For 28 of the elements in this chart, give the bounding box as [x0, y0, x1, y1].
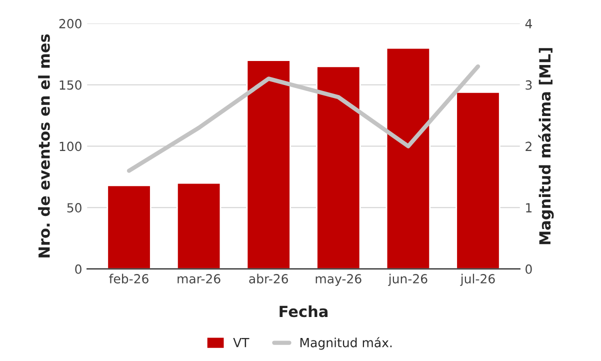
- y2-axis-title: Magnitud máxima [ML]: [538, 48, 554, 244]
- bar: [246, 60, 291, 269]
- y-tick-label: 50: [67, 203, 82, 212]
- y-tick-label: 200: [59, 18, 82, 28]
- x-tick-label: jul-26: [460, 274, 495, 286]
- bar: [316, 66, 361, 269]
- y2-tick-label: 0: [526, 264, 532, 274]
- x-tick-label: mar-26: [178, 274, 220, 284]
- bar: [456, 92, 500, 269]
- x-tick-label: may-26: [316, 274, 362, 286]
- y-tick-label: 100: [60, 142, 82, 152]
- bar: [176, 182, 222, 269]
- x-axis-title: Fecha: [280, 305, 328, 318]
- y2-tick-label: 2: [526, 142, 532, 151]
- legend-label: Magnitud máx.: [300, 337, 392, 350]
- y-axis-title: Nro. de eventos en el mes: [38, 34, 50, 258]
- bar: [106, 184, 152, 269]
- y2-tick-label: 4: [525, 19, 532, 28]
- line-series: [126, 64, 480, 173]
- x-tick-label: feb-26: [109, 274, 148, 284]
- legend-label: VT: [233, 338, 250, 348]
- y2-tick-label: 3: [526, 80, 532, 90]
- y2-tick-label: 1: [526, 203, 532, 212]
- x-tick-label: abr-26: [249, 274, 288, 284]
- y-tick-label: 150: [60, 80, 82, 90]
- x-tick-label: jun-26: [388, 274, 428, 286]
- bar: [386, 47, 431, 269]
- y-tick-label: 0: [75, 264, 82, 274]
